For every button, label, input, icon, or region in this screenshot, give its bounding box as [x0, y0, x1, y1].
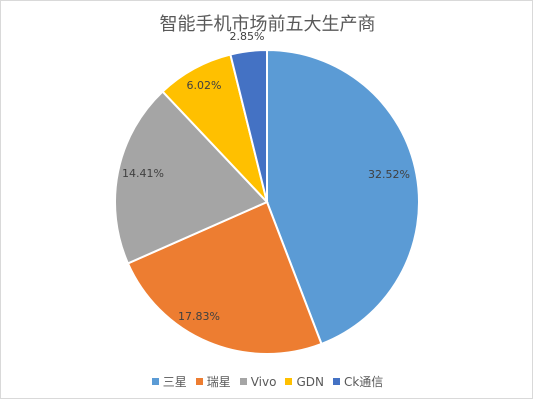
pie-slice-3	[114, 90, 269, 265]
legend-swatch	[195, 378, 203, 385]
legend-item-2: 瑞星	[195, 373, 231, 390]
legend-label: Ck通信	[343, 375, 384, 389]
data-label-2: 17.83%	[178, 310, 220, 323]
pie-slice-2	[126, 200, 323, 355]
legend-item-3: Vivo	[239, 373, 277, 390]
legend-swatch	[239, 378, 247, 385]
data-label-3: 14.41%	[122, 167, 164, 180]
chart-legend: 三星 瑞星 Vivo GDN Ck通信	[0, 373, 535, 390]
data-label-1: 32.52%	[368, 168, 410, 181]
legend-label: 三星	[162, 375, 187, 389]
data-label-5: 2.85%	[230, 30, 265, 43]
legend-label: Vivo	[250, 374, 277, 389]
pie-slice-1	[266, 48, 420, 346]
legend-item-4: GDN	[285, 373, 324, 390]
legend-label: 瑞星	[206, 375, 231, 389]
chart-title: 智能手机市场前五大生产商	[159, 14, 376, 35]
legend-swatch	[151, 378, 159, 385]
legend-label: GDN	[296, 374, 324, 389]
legend-swatch	[332, 378, 340, 385]
pie-slice-5	[229, 48, 268, 203]
legend-item-1: 三星	[151, 373, 187, 390]
data-label-4: 6.02%	[187, 79, 222, 92]
legend-swatch	[285, 378, 293, 385]
legend-item-5: Ck通信	[332, 373, 384, 390]
